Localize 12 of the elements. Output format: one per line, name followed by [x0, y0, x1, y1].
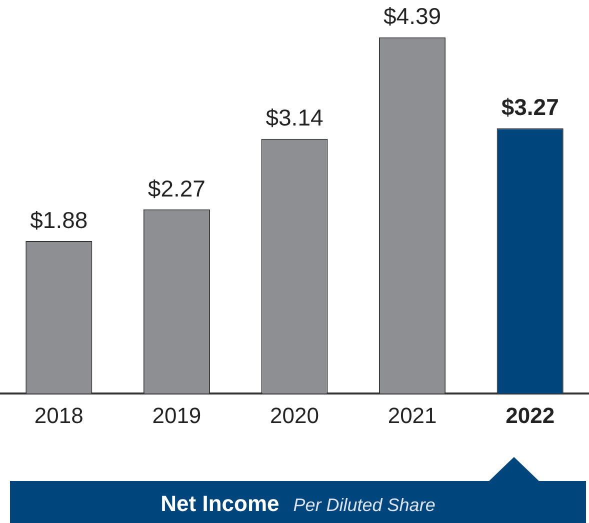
data-label: $4.39 — [384, 3, 442, 30]
x-tick-label: 2021 — [388, 402, 437, 428]
x-tick-label: 2020 — [270, 402, 319, 428]
text: Per Diluted Share — [293, 495, 436, 515]
x-tick-label: 2018 — [34, 402, 84, 428]
data-label: $1.88 — [30, 206, 88, 233]
data-label: $3.27 — [501, 94, 559, 120]
x-tick-label: 2022 — [506, 402, 555, 428]
x-tick-label: 2019 — [152, 402, 202, 428]
data-label: $2.27 — [148, 175, 206, 202]
data-label: $3.14 — [266, 104, 324, 131]
text: Net Income — [160, 491, 280, 516]
